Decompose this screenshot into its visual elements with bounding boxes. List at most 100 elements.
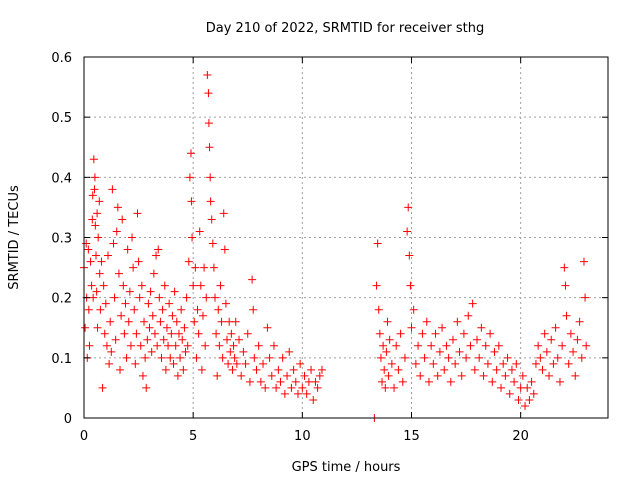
data-point bbox=[162, 323, 171, 332]
data-point bbox=[92, 251, 101, 260]
data-point bbox=[243, 329, 252, 338]
data-point bbox=[420, 353, 429, 362]
data-point bbox=[200, 263, 209, 272]
data-point bbox=[147, 347, 156, 356]
data-point bbox=[521, 401, 530, 410]
data-point bbox=[400, 353, 409, 362]
data-point bbox=[311, 377, 320, 386]
data-point bbox=[209, 263, 218, 272]
data-point bbox=[571, 371, 580, 380]
data-point bbox=[206, 173, 215, 182]
data-point bbox=[581, 293, 590, 302]
data-point bbox=[512, 359, 521, 368]
y-tick-label: 0.1 bbox=[51, 352, 72, 367]
data-point bbox=[289, 365, 298, 374]
data-point bbox=[287, 383, 296, 392]
data-point bbox=[252, 365, 261, 374]
data-point bbox=[91, 221, 100, 230]
data-point bbox=[411, 359, 420, 368]
data-point bbox=[285, 347, 294, 356]
y-tick-label: 0.2 bbox=[51, 292, 72, 307]
data-point bbox=[165, 299, 174, 308]
data-point bbox=[186, 149, 195, 158]
data-point bbox=[274, 365, 283, 374]
data-point bbox=[374, 305, 383, 314]
data-point bbox=[414, 341, 423, 350]
data-point bbox=[166, 353, 175, 362]
data-point bbox=[549, 359, 558, 368]
data-point bbox=[160, 281, 169, 290]
data-point bbox=[309, 395, 318, 404]
data-point bbox=[451, 359, 460, 368]
data-point bbox=[424, 377, 433, 386]
data-point bbox=[94, 233, 103, 242]
data-point bbox=[189, 281, 198, 290]
data-point bbox=[256, 377, 265, 386]
data-point bbox=[206, 197, 215, 206]
data-point bbox=[224, 359, 233, 368]
data-point bbox=[317, 365, 326, 374]
data-point bbox=[542, 347, 551, 356]
data-point bbox=[158, 305, 167, 314]
data-point bbox=[488, 377, 497, 386]
data-point bbox=[558, 341, 567, 350]
data-point bbox=[507, 365, 516, 374]
data-point bbox=[302, 389, 311, 398]
data-point bbox=[384, 371, 393, 380]
data-point bbox=[146, 287, 155, 296]
data-point bbox=[188, 233, 197, 242]
data-point bbox=[204, 119, 213, 128]
data-point bbox=[220, 245, 229, 254]
data-point bbox=[245, 377, 254, 386]
data-point bbox=[575, 317, 584, 326]
data-point bbox=[376, 353, 385, 362]
data-point bbox=[221, 299, 230, 308]
data-point bbox=[418, 329, 427, 338]
data-point bbox=[409, 305, 418, 314]
data-point bbox=[153, 341, 162, 350]
data-point bbox=[442, 341, 451, 350]
data-point bbox=[114, 269, 123, 278]
data-point bbox=[176, 353, 185, 362]
data-point bbox=[105, 359, 114, 368]
data-point bbox=[433, 371, 442, 380]
data-point bbox=[457, 371, 466, 380]
data-point bbox=[180, 323, 189, 332]
data-point bbox=[138, 371, 147, 380]
data-point bbox=[501, 371, 510, 380]
data-point bbox=[227, 329, 236, 338]
data-point bbox=[134, 257, 143, 266]
data-point bbox=[191, 263, 200, 272]
data-point bbox=[92, 287, 101, 296]
x-axis-label: GPS time / hours bbox=[292, 460, 401, 475]
data-point bbox=[547, 335, 556, 344]
data-point bbox=[237, 371, 246, 380]
data-point bbox=[183, 341, 192, 350]
data-point bbox=[263, 323, 272, 332]
data-point bbox=[468, 299, 477, 308]
data-point bbox=[529, 389, 538, 398]
data-point bbox=[387, 359, 396, 368]
data-point bbox=[582, 341, 591, 350]
y-tick-label: 0 bbox=[64, 412, 72, 427]
data-point bbox=[379, 341, 388, 350]
x-tick-label: 15 bbox=[403, 429, 420, 444]
data-point bbox=[196, 281, 205, 290]
y-tick-label: 0.5 bbox=[51, 111, 72, 126]
data-point bbox=[81, 323, 90, 332]
data-point bbox=[459, 329, 468, 338]
data-point bbox=[187, 197, 196, 206]
data-point bbox=[207, 215, 216, 224]
data-point bbox=[562, 311, 571, 320]
data-point bbox=[193, 305, 202, 314]
data-point bbox=[132, 329, 141, 338]
data-point bbox=[283, 371, 292, 380]
data-point bbox=[483, 359, 492, 368]
data-point bbox=[126, 341, 135, 350]
data-point bbox=[239, 347, 248, 356]
data-point bbox=[553, 353, 562, 362]
data-point bbox=[269, 341, 278, 350]
y-tick-label: 0.6 bbox=[51, 51, 72, 66]
data-point bbox=[492, 365, 501, 374]
data-point bbox=[84, 305, 93, 314]
